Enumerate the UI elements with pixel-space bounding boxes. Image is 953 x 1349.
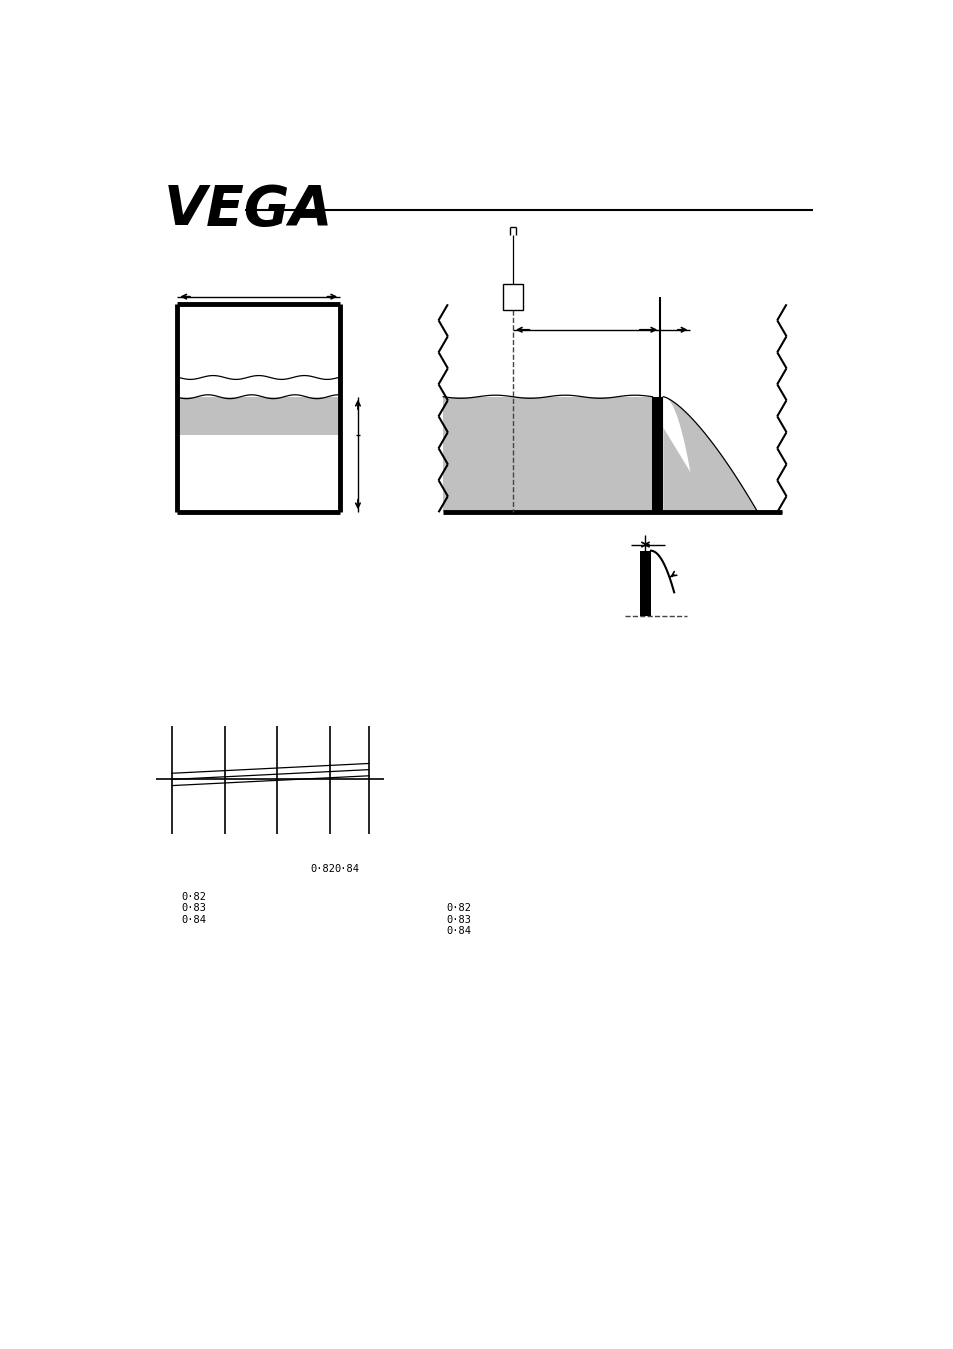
- Text: 0·84: 0·84: [181, 915, 206, 925]
- Text: 0·82: 0·82: [446, 904, 471, 913]
- Polygon shape: [443, 397, 652, 513]
- Polygon shape: [502, 283, 522, 310]
- Polygon shape: [662, 397, 781, 513]
- Text: 0·82: 0·82: [310, 865, 335, 874]
- Polygon shape: [652, 397, 662, 513]
- Text: VEGA: VEGA: [164, 183, 334, 237]
- Text: 0·83: 0·83: [181, 904, 206, 913]
- Text: 0·84: 0·84: [334, 865, 358, 874]
- Text: 0·84: 0·84: [446, 927, 471, 936]
- Polygon shape: [177, 397, 340, 436]
- Polygon shape: [662, 397, 690, 472]
- Polygon shape: [639, 550, 650, 616]
- Text: 0·83: 0·83: [446, 915, 471, 925]
- Text: 0·82: 0·82: [181, 892, 206, 902]
